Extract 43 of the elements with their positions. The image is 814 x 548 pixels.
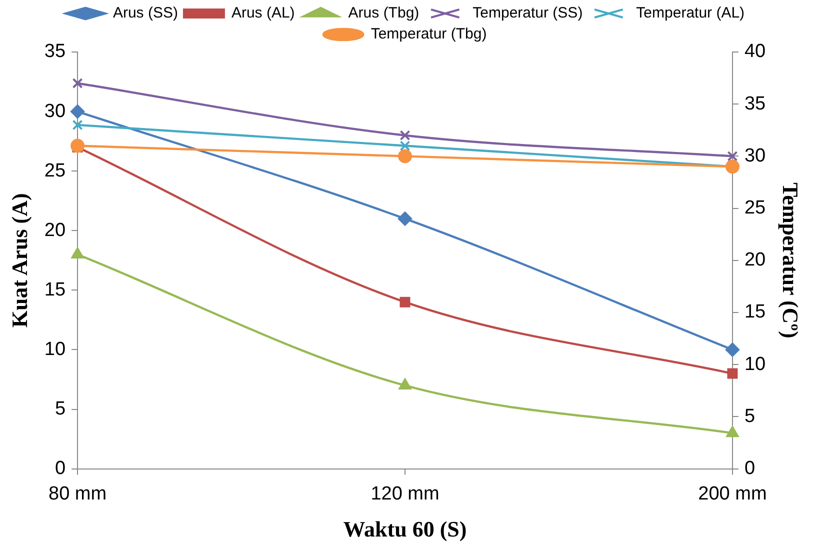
point bbox=[400, 296, 410, 308]
y2-tick-label: 20 bbox=[744, 250, 766, 271]
point bbox=[726, 426, 739, 438]
x-axis-title: Waktu 60 (S) bbox=[343, 516, 467, 542]
y-tick-label: 5 bbox=[54, 398, 66, 420]
legend-label: Temperatur (SS) bbox=[472, 4, 583, 22]
y-tick-label: 35 bbox=[44, 41, 66, 62]
point bbox=[727, 150, 738, 162]
y2-tick-label: 35 bbox=[744, 93, 766, 114]
legend-label: Temperatur (AL) bbox=[636, 4, 745, 22]
y2-tick-label: 30 bbox=[744, 145, 766, 166]
point bbox=[72, 120, 83, 130]
y2-tick-label: 40 bbox=[744, 41, 766, 62]
point bbox=[72, 78, 83, 89]
y2-tick-label: 25 bbox=[744, 198, 766, 219]
y-axis-title: Kuat Arus (A) bbox=[6, 193, 32, 328]
legend-label: Arus (SS) bbox=[112, 4, 178, 22]
y2-tick-label: 15 bbox=[744, 302, 766, 323]
x-tick-label: 120 mm bbox=[370, 483, 440, 504]
point bbox=[725, 342, 740, 357]
legend-label: Arus (AL) bbox=[231, 4, 295, 22]
point bbox=[400, 140, 410, 152]
legend-label: Temperatur (Tbg) bbox=[370, 26, 487, 43]
x-tick-label: 200 mm bbox=[698, 483, 767, 504]
y2-axis-title: Temperatur (Cº) bbox=[778, 182, 804, 338]
point bbox=[398, 149, 412, 164]
y-tick-label: 10 bbox=[44, 338, 66, 360]
y-tick-label: 30 bbox=[44, 100, 66, 122]
point bbox=[727, 368, 738, 379]
y-tick-label: 0 bbox=[54, 458, 66, 480]
legend-label: Arus (Tbg) bbox=[348, 4, 420, 22]
point bbox=[70, 104, 85, 119]
y2-tick-label: 10 bbox=[744, 354, 766, 375]
point bbox=[398, 378, 412, 390]
point bbox=[70, 138, 85, 153]
y-tick-label: 25 bbox=[44, 160, 66, 182]
point bbox=[400, 130, 410, 141]
point bbox=[398, 212, 412, 226]
y2-tick-label: 0 bbox=[744, 458, 756, 480]
y-tick-label: 20 bbox=[44, 220, 66, 241]
x-tick-label: 80 mm bbox=[48, 483, 107, 504]
y-tick-label: 15 bbox=[44, 279, 66, 300]
y2-tick-label: 5 bbox=[744, 406, 756, 427]
